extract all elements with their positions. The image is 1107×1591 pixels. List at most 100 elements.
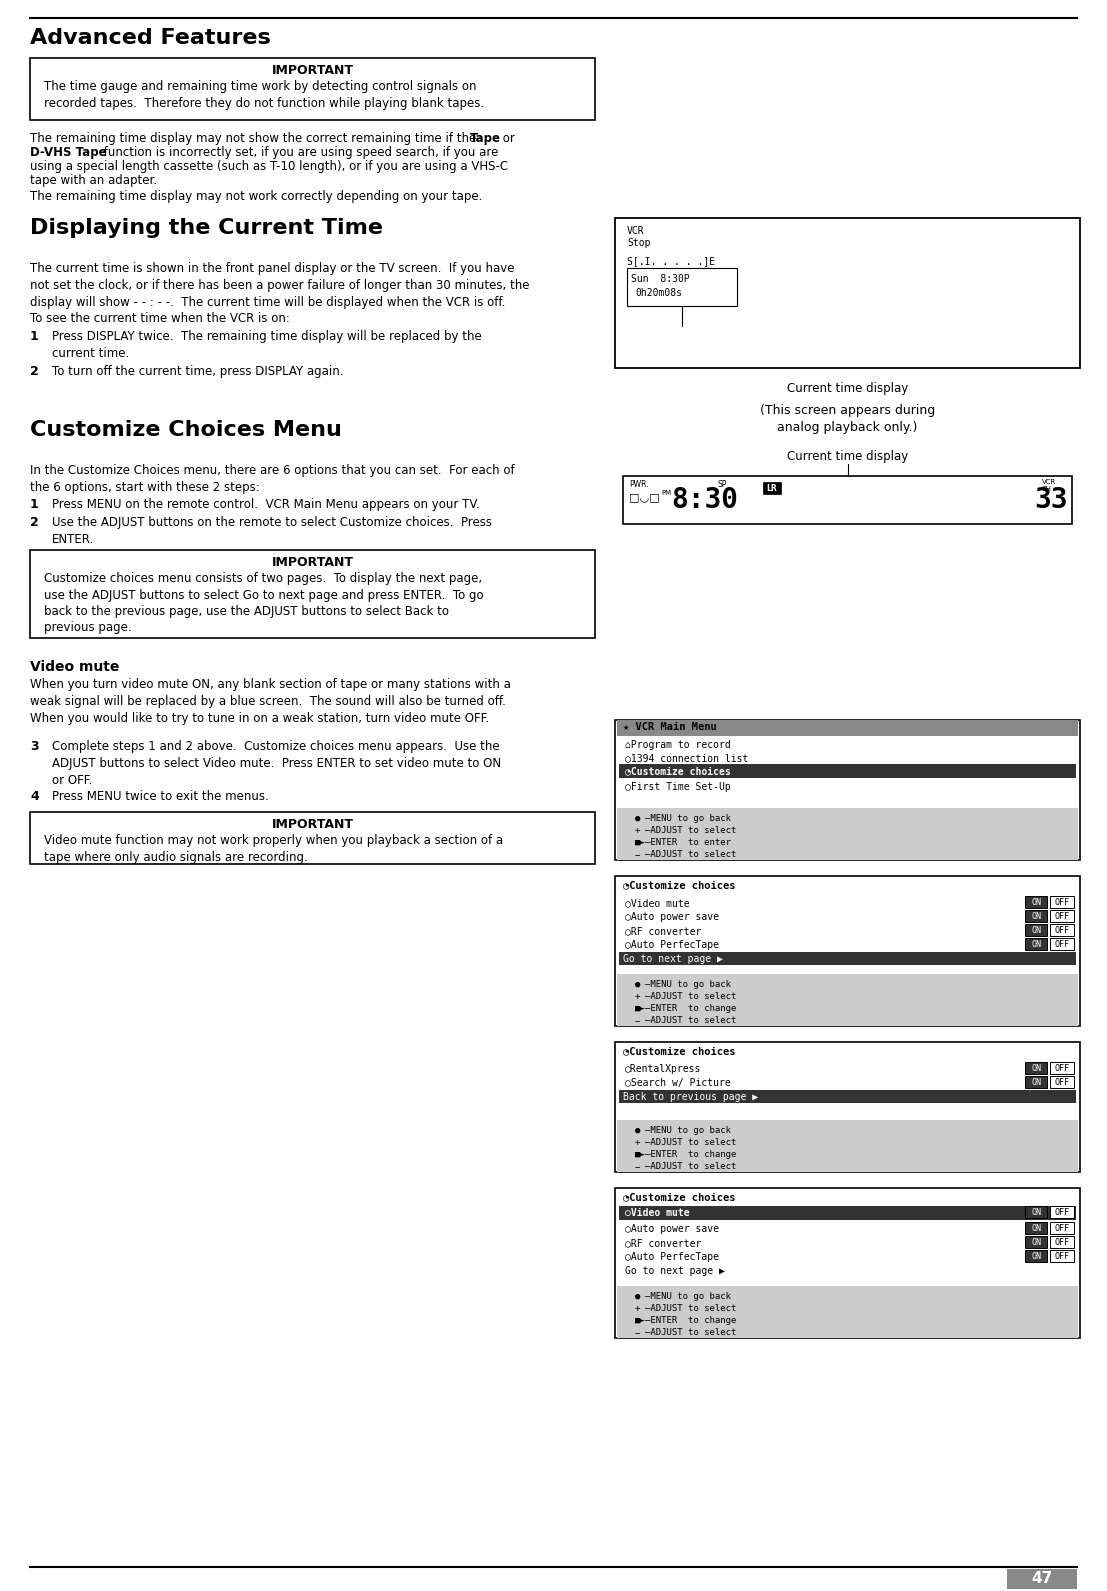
Bar — [617, 974, 1078, 1026]
Text: ○Search w/ Picture: ○Search w/ Picture — [625, 1079, 731, 1088]
Text: ⌂Program to record: ⌂Program to record — [625, 740, 731, 749]
Text: ◔Customize choices: ◔Customize choices — [623, 1192, 735, 1201]
Bar — [619, 1206, 1076, 1220]
Bar — [1051, 1222, 1074, 1235]
Bar — [1025, 1222, 1047, 1235]
Text: Current time display: Current time display — [787, 382, 908, 395]
Bar — [1051, 924, 1074, 936]
Bar — [615, 218, 1080, 368]
Bar — [615, 877, 1080, 1026]
Text: IMPORTANT: IMPORTANT — [271, 818, 353, 831]
Text: ●: ● — [635, 980, 640, 990]
Text: —ENTER  to enter: —ENTER to enter — [645, 838, 731, 846]
Text: (This screen appears during
analog playback only.): (This screen appears during analog playb… — [759, 404, 935, 434]
Text: using a special length cassette (such as T-10 length), or if you are using a VHS: using a special length cassette (such as… — [30, 161, 508, 173]
Text: PWR.: PWR. — [629, 480, 649, 488]
Text: To turn off the current time, press DISPLAY again.: To turn off the current time, press DISP… — [52, 364, 343, 379]
Text: 1: 1 — [30, 329, 39, 344]
Text: tape with an adapter.: tape with an adapter. — [30, 173, 157, 188]
Bar — [1025, 924, 1047, 936]
Bar — [30, 550, 594, 638]
Text: ★ VCR Main Menu: ★ VCR Main Menu — [623, 722, 716, 732]
Text: OFF: OFF — [1055, 1208, 1069, 1217]
Bar — [627, 267, 737, 305]
Text: □◡□: □◡□ — [629, 492, 660, 503]
Text: ON: ON — [1031, 912, 1041, 921]
Text: ON: ON — [1031, 1208, 1041, 1217]
Text: ○Video mute: ○Video mute — [625, 1208, 690, 1219]
Text: IMPORTANT: IMPORTANT — [271, 555, 353, 570]
Text: —ADJUST to select: —ADJUST to select — [645, 850, 736, 859]
Text: Advanced Features: Advanced Features — [30, 29, 271, 48]
Bar — [1025, 1063, 1047, 1074]
Text: ○RF converter: ○RF converter — [625, 926, 702, 936]
Text: Customize choices menu consists of two pages.  To display the next page,
use the: Customize choices menu consists of two p… — [44, 573, 484, 635]
Bar — [1051, 1076, 1074, 1088]
Bar — [1051, 910, 1074, 923]
Text: 8:30: 8:30 — [671, 485, 738, 514]
Bar — [617, 721, 1078, 737]
Text: OFF: OFF — [1055, 940, 1069, 948]
Text: 2: 2 — [30, 515, 39, 528]
Text: OFF: OFF — [1055, 1064, 1069, 1072]
Text: ○Video mute: ○Video mute — [625, 897, 690, 908]
Bar — [1051, 1063, 1074, 1074]
Text: —MENU to go back: —MENU to go back — [645, 1126, 731, 1134]
Text: −: − — [635, 1328, 640, 1336]
Bar — [1025, 939, 1047, 950]
Text: ○RentalXpress: ○RentalXpress — [625, 1064, 702, 1074]
Bar — [619, 1090, 1076, 1103]
Bar — [617, 1286, 1078, 1338]
Text: —ADJUST to select: —ADJUST to select — [645, 993, 736, 1001]
Text: Stop: Stop — [627, 239, 651, 248]
Text: ○Auto power save: ○Auto power save — [625, 912, 720, 923]
Bar — [619, 951, 1076, 966]
Bar — [1051, 939, 1074, 950]
Bar — [617, 808, 1078, 861]
Text: —ENTER  to change: —ENTER to change — [645, 1004, 736, 1013]
Bar — [763, 482, 782, 493]
Text: The remaining time display may not show the correct remaining time if the: The remaining time display may not show … — [30, 132, 480, 145]
Text: Tape: Tape — [470, 132, 501, 145]
Text: ON: ON — [1031, 1223, 1041, 1233]
Text: ●: ● — [635, 1126, 640, 1134]
Text: ON: ON — [1031, 1238, 1041, 1247]
Text: OFF: OFF — [1055, 926, 1069, 936]
Bar — [617, 1120, 1078, 1173]
Text: VCR: VCR — [627, 226, 644, 235]
Text: ON: ON — [1031, 940, 1041, 948]
Text: —ADJUST to select: —ADJUST to select — [645, 1305, 736, 1313]
Text: CH: CH — [1042, 485, 1052, 492]
Text: ■►: ■► — [635, 1004, 645, 1013]
Text: +: + — [635, 826, 640, 835]
Bar — [1051, 1251, 1074, 1262]
Text: PM: PM — [661, 490, 671, 496]
Text: +: + — [635, 993, 640, 1001]
Text: SP: SP — [718, 480, 727, 488]
Text: Video mute: Video mute — [30, 660, 120, 675]
Text: LR: LR — [767, 484, 777, 493]
Text: Current time display: Current time display — [787, 450, 908, 463]
Text: ●: ● — [635, 815, 640, 823]
Bar — [1051, 896, 1074, 908]
Text: ◔Customize choices: ◔Customize choices — [623, 880, 735, 889]
Text: ○Auto PerfecTape: ○Auto PerfecTape — [625, 1252, 720, 1262]
Text: −: − — [635, 1017, 640, 1025]
Text: The current time is shown in the front panel display or the TV screen.  If you h: The current time is shown in the front p… — [30, 263, 529, 326]
Text: 0h20m08s: 0h20m08s — [635, 288, 682, 298]
Text: In the Customize Choices menu, there are 6 options that you can set.  For each o: In the Customize Choices menu, there are… — [30, 465, 515, 493]
Text: —MENU to go back: —MENU to go back — [645, 980, 731, 990]
Bar — [615, 1042, 1080, 1173]
Bar — [615, 1188, 1080, 1338]
Bar — [623, 476, 1072, 523]
Bar — [619, 764, 1076, 778]
Text: IMPORTANT: IMPORTANT — [271, 64, 353, 76]
Text: —MENU to go back: —MENU to go back — [645, 815, 731, 823]
Text: −: − — [635, 1161, 640, 1171]
Bar — [1025, 1236, 1047, 1247]
Text: When you turn video mute ON, any blank section of tape or many stations with a
w: When you turn video mute ON, any blank s… — [30, 678, 510, 724]
Text: —ADJUST to select: —ADJUST to select — [645, 1138, 736, 1147]
Text: ○1394 connection list: ○1394 connection list — [625, 753, 748, 764]
Text: 33: 33 — [1034, 485, 1067, 514]
Text: ■►: ■► — [635, 1316, 645, 1325]
